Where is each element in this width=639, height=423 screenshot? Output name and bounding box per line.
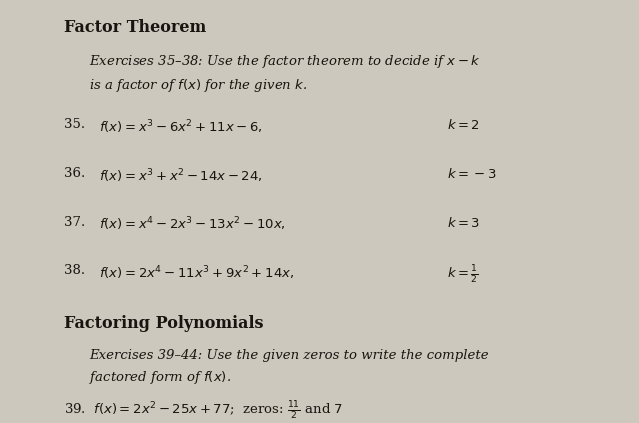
Text: 35.: 35.	[64, 118, 85, 132]
Text: Factoring Polynomials: Factoring Polynomials	[64, 315, 263, 332]
Text: Factor Theorem: Factor Theorem	[64, 19, 206, 36]
Text: Exercises 35–38: Use the factor theorem to decide if $x - k$
is a factor of $f(x: Exercises 35–38: Use the factor theorem …	[89, 53, 481, 94]
Text: $f(x) = x^4 - 2x^3 - 13x^2 - 10x,$: $f(x) = x^4 - 2x^3 - 13x^2 - 10x,$	[99, 216, 286, 233]
Text: $f(x) = x^3 + x^2 - 14x - 24,$: $f(x) = x^3 + x^2 - 14x - 24,$	[99, 167, 263, 185]
Text: 39.  $f(x) = 2x^2 - 25x + 77$;  zeros: $\frac{11}{2}$ and $7$: 39. $f(x) = 2x^2 - 25x + 77$; zeros: $\f…	[64, 400, 343, 422]
Text: Exercises 39–44: Use the given zeros to write the complete
factored form of $f(x: Exercises 39–44: Use the given zeros to …	[89, 349, 489, 386]
Text: $k = -3$: $k = -3$	[447, 167, 497, 181]
Text: $f(x) = x^3 - 6x^2 + 11x - 6,$: $f(x) = x^3 - 6x^2 + 11x - 6,$	[99, 118, 263, 136]
Text: 36.: 36.	[64, 167, 85, 180]
Text: 38.: 38.	[64, 264, 85, 277]
Text: 37.: 37.	[64, 216, 85, 229]
Text: $k = 3$: $k = 3$	[447, 216, 481, 230]
Text: $k = \frac{1}{2}$: $k = \frac{1}{2}$	[447, 264, 479, 286]
Text: $k = 2$: $k = 2$	[447, 118, 481, 132]
Text: $f(x) = 2x^4 - 11x^3 + 9x^2 + 14x,$: $f(x) = 2x^4 - 11x^3 + 9x^2 + 14x,$	[99, 264, 294, 282]
